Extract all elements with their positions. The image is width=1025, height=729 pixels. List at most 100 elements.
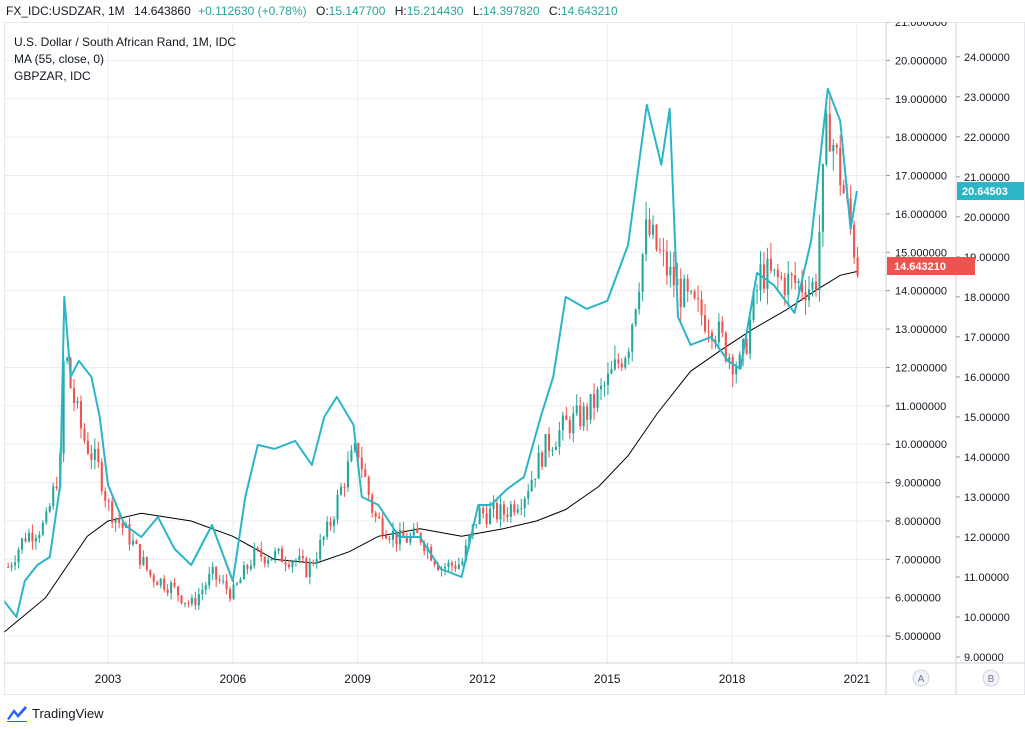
candle-body [86,440,89,454]
candle-body [395,530,398,545]
candle-body [208,573,211,586]
candle-body [305,558,308,578]
right-axis-label: 19.00000 [964,252,1010,264]
last-price-badge [887,256,975,275]
candle-body [599,385,603,390]
right-axis-label: 18.00000 [964,292,1010,304]
candle-body [752,291,755,320]
candle-body [20,538,24,550]
candle-body [76,401,79,404]
candle-body [10,565,13,568]
candle-body [38,534,41,539]
candle-body [326,521,329,537]
ma-line [3,271,858,633]
candle-body [315,559,318,564]
left-axis-label: 15.000000 [895,247,947,259]
price-change: +0.112630 (+0.78%) [198,4,307,18]
candle-body [260,549,263,558]
candle-body [596,389,599,408]
candle-body [253,547,256,566]
candle-body [690,291,693,293]
candle-body [489,508,492,524]
candle-body [558,430,561,447]
candle-body [24,538,27,542]
high-value: 15.214430 [406,4,464,18]
candle-body [388,538,391,540]
candle-body [672,266,675,286]
candle-body [405,537,408,543]
candle-body [381,518,384,536]
candle-body [371,494,374,513]
candle-body [582,406,585,427]
candle-body [745,338,748,354]
candle-body [246,565,249,570]
candle-body [180,595,183,604]
candle-body [7,567,10,569]
candle-body [547,433,551,451]
candle-body [832,144,835,152]
candle-body [402,530,405,538]
scale-b-button[interactable] [982,669,1000,687]
left-axis-label: 14.000000 [895,286,947,298]
candle-body [610,369,613,374]
candle-body [606,373,609,385]
brand[interactable]: TradingView [6,702,104,724]
candle-body [520,508,523,510]
candle-body [31,532,34,542]
candle-body [131,540,135,545]
candle-body [204,585,207,590]
candle-body [804,292,807,301]
candle-body [235,583,239,585]
chart-border [3,21,1025,696]
open-label: O: [315,4,329,18]
auto-scale-button-label: A [918,674,925,685]
chart-canvas[interactable]: 5.000000 6.000000 7.000000 8.000000 9.000000… [3,17,1025,696]
candle-body [697,298,700,300]
right-axis-label: 14.00000 [964,452,1010,464]
candle-body [651,225,655,235]
candle-body [41,522,44,535]
chart-area[interactable]: 5.000000 6.000000 7.000000 8.000000 9.000000… [3,17,1025,696]
left-axis-label: 6.000000 [895,593,941,605]
auto-scale-button[interactable] [912,669,930,687]
candle-body [544,433,547,467]
candle-body [62,360,65,454]
legend-ma[interactable]: MA (55, close, 0) [14,52,105,66]
candle-body [811,281,814,290]
legend-title[interactable]: U.S. Dollar / South African Rand, 1M, ID… [14,35,237,49]
candle-body [561,415,564,431]
candle-body [728,357,731,361]
candle-body [565,415,568,420]
candle-body [111,501,114,523]
candle-body [645,219,648,255]
candle-body [794,275,797,283]
candle-body [849,198,852,225]
candle-body [364,469,367,477]
right-axis-label: 16.00000 [964,372,1010,384]
candle-body [149,569,152,576]
candle-body [301,556,304,559]
candle-body [516,509,519,513]
candle-body [454,565,457,569]
legend-compare[interactable]: GBPZAR, IDC [14,69,91,83]
candle-body [589,394,592,420]
candle-body [554,446,557,450]
right-axis-label: 13.00000 [964,492,1010,504]
candle-body [353,442,356,451]
candle-body [537,452,540,479]
right-axis-label: 12.00000 [964,532,1010,544]
candle-body [374,512,377,517]
candle-body [464,545,467,562]
candle-body [121,522,124,528]
right-axis-label: 10.00000 [964,612,1010,624]
symbol-label[interactable]: FX_IDC:USDZAR, 1M [6,4,125,18]
ma-layer [3,271,858,633]
candle-body [128,524,131,545]
candle-body [658,249,661,251]
left-axis-label: 12.000000 [895,362,947,374]
candle-body [163,578,166,590]
last-price: 14.643860 [134,4,191,18]
right-axis-label: 22.00000 [964,132,1010,144]
candle-body [575,405,578,414]
candle-body [457,564,460,569]
